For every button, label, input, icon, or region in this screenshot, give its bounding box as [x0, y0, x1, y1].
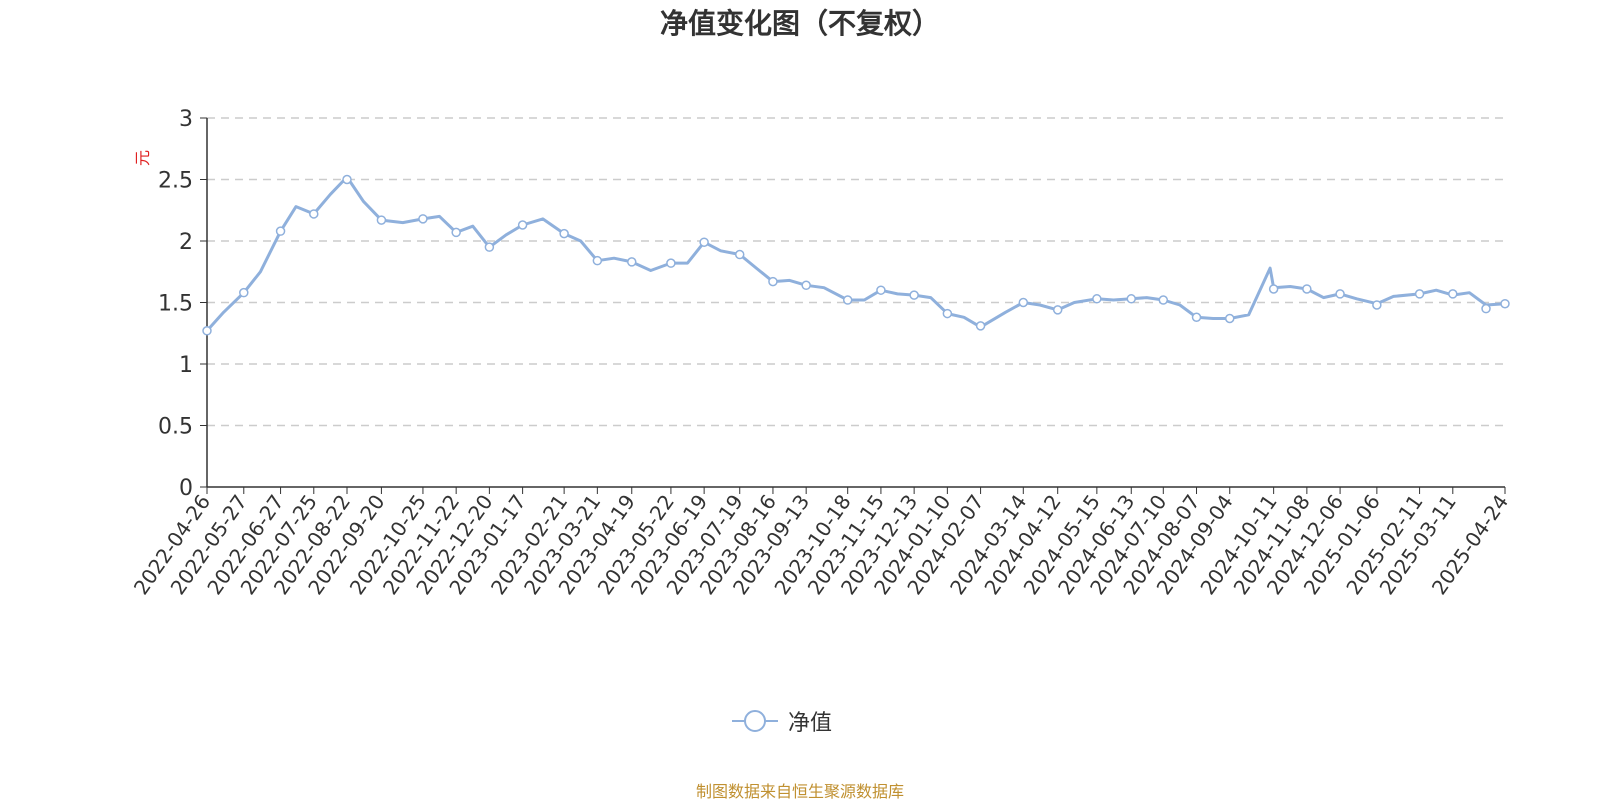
- y-tick-labels: 0 0.5 1 1.5 2 2.5 3: [158, 107, 193, 501]
- data-point-marker[interactable]: [559, 228, 569, 239]
- data-point-marker[interactable]: [418, 214, 428, 224]
- data-point-marker[interactable]: [1224, 313, 1235, 324]
- data-point-marker[interactable]: [734, 249, 745, 260]
- series-markers: [202, 174, 1510, 336]
- legend[interactable]: 净值: [730, 705, 832, 737]
- source-note: 制图数据来自恒生聚源数据库: [695, 782, 904, 801]
- data-point-marker[interactable]: [484, 242, 495, 252]
- x-tick-labels: 2022-04-262022-05-272022-06-272022-07-25…: [129, 490, 1513, 599]
- data-point-marker[interactable]: [842, 295, 853, 305]
- data-point-marker[interactable]: [309, 209, 319, 219]
- data-point-marker[interactable]: [1481, 303, 1491, 314]
- data-point-marker[interactable]: [451, 227, 461, 238]
- data-point-marker[interactable]: [239, 287, 249, 298]
- data-point-marker[interactable]: [1448, 289, 1458, 299]
- data-point-marker[interactable]: [517, 220, 528, 230]
- data-point-marker[interactable]: [975, 321, 986, 331]
- data-point-marker[interactable]: [275, 226, 286, 236]
- data-point-marker[interactable]: [942, 308, 953, 319]
- data-point-marker[interactable]: [801, 280, 811, 291]
- y-axis-label: 元: [133, 150, 152, 166]
- data-point-marker[interactable]: [909, 290, 919, 300]
- data-point-marker[interactable]: [1302, 284, 1312, 294]
- data-point-marker[interactable]: [1500, 298, 1510, 309]
- data-point-marker[interactable]: [1372, 300, 1382, 310]
- y-tick-label: 0: [179, 476, 193, 501]
- data-point-marker[interactable]: [666, 258, 676, 268]
- chart-title: 净值变化图（不复权）: [659, 7, 940, 40]
- series-line-nav: [205, 175, 1506, 332]
- data-point-marker[interactable]: [592, 255, 603, 266]
- grid-lines: [207, 117, 1505, 427]
- y-tick-label: 1.5: [158, 292, 193, 317]
- data-point-marker[interactable]: [1191, 312, 1202, 323]
- legend-line-circle-icon: [732, 710, 778, 732]
- data-point-marker[interactable]: [1092, 294, 1102, 304]
- data-point-marker[interactable]: [1126, 294, 1137, 304]
- data-point-marker[interactable]: [1414, 289, 1425, 299]
- data-point-marker[interactable]: [1158, 295, 1169, 305]
- y-tick-label: 1: [179, 353, 193, 378]
- data-point-marker[interactable]: [1335, 289, 1345, 299]
- data-point-marker[interactable]: [699, 237, 709, 247]
- data-point-marker[interactable]: [1052, 305, 1063, 315]
- y-tick-label: 2.5: [158, 169, 193, 194]
- y-tick-label: 2: [179, 230, 193, 255]
- data-point-marker[interactable]: [376, 215, 387, 225]
- axes: [200, 117, 1506, 494]
- y-tick-label: 0.5: [158, 415, 193, 440]
- data-point-marker[interactable]: [627, 257, 637, 267]
- data-point-marker[interactable]: [1268, 284, 1279, 294]
- data-point-marker[interactable]: [876, 285, 886, 295]
- data-point-marker[interactable]: [202, 326, 212, 336]
- legend-label: 净值: [788, 711, 833, 736]
- y-tick-label: 3: [179, 107, 193, 132]
- data-point-marker[interactable]: [1018, 297, 1029, 308]
- data-point-marker[interactable]: [768, 276, 778, 287]
- data-point-marker[interactable]: [342, 174, 352, 185]
